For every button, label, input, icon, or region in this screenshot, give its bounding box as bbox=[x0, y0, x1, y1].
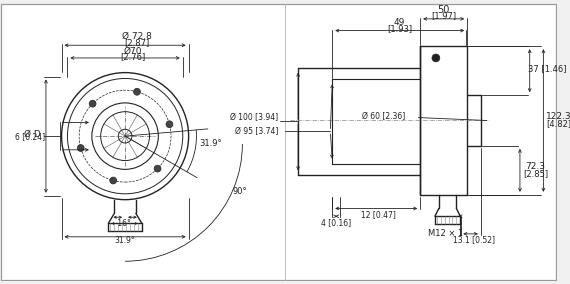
Circle shape bbox=[133, 88, 140, 95]
Text: [2.87]: [2.87] bbox=[124, 38, 149, 47]
Text: Ø70: Ø70 bbox=[124, 47, 142, 56]
Text: Ø 60 [2.36]: Ø 60 [2.36] bbox=[361, 112, 405, 121]
Text: 50: 50 bbox=[438, 5, 450, 15]
Text: [1.93]: [1.93] bbox=[387, 24, 412, 33]
Text: 6 [0.24]: 6 [0.24] bbox=[15, 132, 46, 141]
Text: 13.1 [0.52]: 13.1 [0.52] bbox=[454, 235, 495, 244]
Text: [4.82]: [4.82] bbox=[547, 119, 570, 128]
FancyBboxPatch shape bbox=[1, 4, 556, 280]
Circle shape bbox=[154, 165, 161, 172]
Text: 4 [0.16]: 4 [0.16] bbox=[321, 218, 351, 227]
Circle shape bbox=[78, 145, 84, 151]
Text: Ø D: Ø D bbox=[24, 130, 40, 139]
Text: 90°: 90° bbox=[232, 187, 247, 196]
Text: Ø 95 [3.74]: Ø 95 [3.74] bbox=[235, 127, 279, 136]
Text: [2.76]: [2.76] bbox=[120, 52, 145, 61]
Text: 49: 49 bbox=[394, 18, 405, 27]
Text: Ø 72.8: Ø 72.8 bbox=[122, 32, 152, 41]
Circle shape bbox=[166, 121, 173, 128]
Text: [2.85]: [2.85] bbox=[523, 169, 548, 178]
Circle shape bbox=[432, 54, 440, 62]
Text: M12 × 1: M12 × 1 bbox=[428, 229, 463, 238]
Text: ←16°→: ←16°→ bbox=[112, 219, 138, 227]
Circle shape bbox=[110, 177, 117, 184]
Text: 12 [0.47]: 12 [0.47] bbox=[361, 210, 396, 219]
Text: 72.3: 72.3 bbox=[526, 162, 545, 171]
Text: Ø 100 [3.94]: Ø 100 [3.94] bbox=[230, 113, 279, 122]
Text: [1.97]: [1.97] bbox=[431, 11, 456, 20]
Text: 122.3: 122.3 bbox=[546, 112, 570, 121]
Text: 31.9°: 31.9° bbox=[115, 236, 136, 245]
Circle shape bbox=[89, 100, 96, 107]
Text: 31.9°: 31.9° bbox=[199, 139, 221, 149]
Text: 37 [1.46]: 37 [1.46] bbox=[528, 64, 567, 73]
